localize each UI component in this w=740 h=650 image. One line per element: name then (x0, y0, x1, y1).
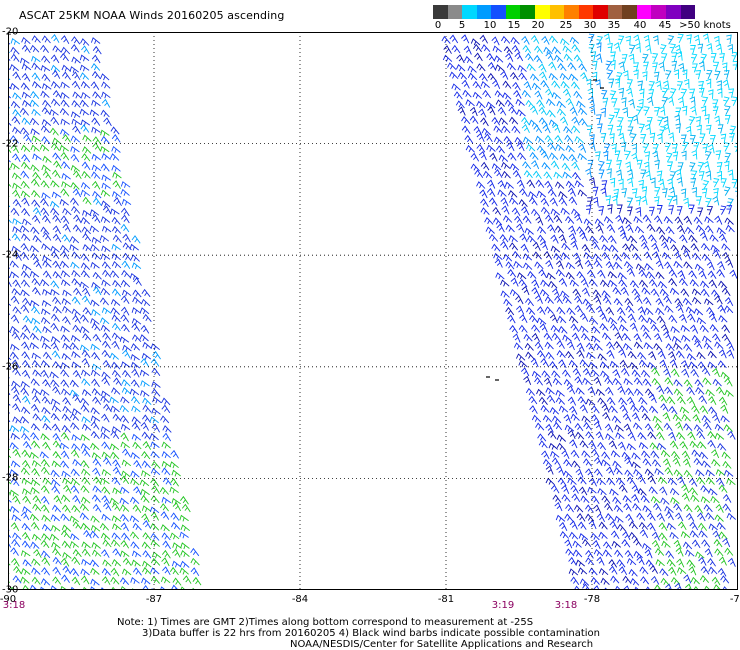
colorbar-swatch (491, 5, 506, 19)
colorbar-swatch (622, 5, 637, 19)
colorbar-swatch (666, 5, 681, 19)
note-line-3: NOAA/NESDIS/Center for Satellite Applica… (290, 639, 594, 650)
longitude-label: -81 (437, 594, 455, 605)
colorbar-label: 25 (559, 20, 573, 31)
colorbar-label: 45 (658, 20, 672, 31)
latitude-label: -28 (2, 472, 19, 484)
colorbar-swatch (462, 5, 477, 19)
time-label-right: 3:18 (554, 600, 578, 611)
latitude-label: -26 (2, 361, 19, 373)
map-frame (8, 32, 738, 590)
colorbar-labels: 0 5 10 15 20 25 30 35 40 45 >50 knots (433, 20, 738, 34)
colorbar-swatch (534, 5, 550, 19)
wind-barb-swaths (8, 33, 738, 590)
lat-lon-grid (8, 32, 738, 590)
longitude-label: -84 (291, 594, 309, 605)
time-label-mid: 3:19 (491, 600, 515, 611)
colorbar-label: 20 (531, 20, 545, 31)
colorbar-swatch (607, 5, 623, 19)
colorbar-swatch (680, 5, 696, 19)
colorbar-label: 5 (458, 20, 466, 31)
wind-speed-colorbar (433, 5, 696, 19)
colorbar-swatch (549, 5, 565, 19)
latitude-label: -24 (2, 249, 19, 261)
wind-map (8, 32, 738, 590)
colorbar-swatch (505, 5, 521, 19)
colorbar-label: 15 (507, 20, 521, 31)
time-label-left: 3:18 (2, 600, 26, 611)
colorbar-swatch (578, 5, 594, 19)
colorbar-swatch (636, 5, 652, 19)
colorbar-label: 40 (633, 20, 647, 31)
latitude-label: -20 (2, 26, 19, 38)
map-title: ASCAT 25KM NOAA Winds 20160205 ascending (19, 9, 285, 22)
colorbar-swatch (651, 5, 666, 19)
latitude-label: -30 (2, 584, 19, 596)
colorbar-swatch (520, 5, 535, 19)
colorbar-label: 30 (583, 20, 597, 31)
colorbar-swatch (593, 5, 608, 19)
colorbar-swatch (564, 5, 579, 19)
longitude-label: -87 (145, 594, 163, 605)
colorbar-swatch (433, 5, 448, 19)
latitude-label: -22 (2, 138, 19, 150)
colorbar-label: 10 (483, 20, 497, 31)
longitude-label: -78 (583, 594, 601, 605)
note-line-2: 3)Data buffer is 22 hrs from 20160205 4)… (142, 628, 600, 639)
note-line-1: Note: 1) Times are GMT 2)Times along bot… (117, 617, 534, 628)
colorbar-swatch (447, 5, 463, 19)
colorbar-label: 0 (434, 20, 442, 31)
colorbar-swatch (476, 5, 492, 19)
colorbar-label: 35 (607, 20, 621, 31)
longitude-label: -75 (729, 594, 740, 605)
longitude-label: -90 (0, 594, 17, 605)
colorbar-label: >50 knots (679, 20, 731, 31)
